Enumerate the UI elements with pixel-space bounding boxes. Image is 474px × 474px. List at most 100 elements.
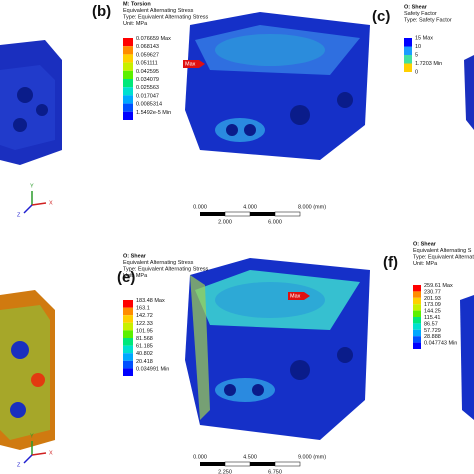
- legend-label: 86.57: [424, 321, 438, 327]
- color-swatch: [123, 300, 133, 308]
- color-swatch: [413, 342, 421, 349]
- axis-z-label: Z: [17, 212, 21, 218]
- legend-label: 28.888: [424, 334, 441, 340]
- axis-y-label: Y: [30, 433, 34, 439]
- legend-header: Type: Equivalent Alternating Stress: [123, 14, 209, 20]
- legend-label: 0.059627: [136, 52, 159, 58]
- legend-label: 144.25: [424, 309, 441, 315]
- scale-seg: [250, 462, 275, 466]
- axis-x: [31, 452, 47, 456]
- color-swatch: [413, 317, 421, 324]
- scale-seg: [224, 461, 251, 467]
- scale-seg: [200, 462, 225, 466]
- legend-label: 122.33: [136, 321, 153, 327]
- color-swatch: [123, 368, 133, 376]
- legend-label: 0.034079: [136, 77, 159, 83]
- legend-label: 0: [415, 69, 418, 75]
- color-swatch: [123, 330, 133, 338]
- scale-seg: [250, 212, 275, 216]
- legend-label: 40.802: [136, 351, 153, 357]
- scale-label: 4.500: [243, 454, 257, 460]
- legend-label: 230.77: [424, 289, 441, 295]
- legend-label: 81.568: [136, 336, 153, 342]
- axis-z: [23, 204, 33, 214]
- axes-triad: Y X Z: [17, 433, 53, 468]
- panel-label: (f): [383, 254, 398, 271]
- marker-tag: [288, 292, 310, 300]
- axis-x: [31, 202, 47, 206]
- scale-label: 0.000: [193, 454, 207, 460]
- legend-header: Equivalent Alternating S: [413, 248, 472, 254]
- legend-label: 1.5492e-5 Min: [136, 110, 171, 116]
- color-swatch: [413, 304, 421, 311]
- color-swatch: [413, 310, 421, 317]
- legend-header: Unit: MPa: [413, 261, 438, 267]
- marker-text: Max: [290, 293, 301, 299]
- scale-label: 0.000: [193, 204, 207, 210]
- color-swatch: [413, 285, 421, 292]
- marker-tag: [183, 60, 205, 68]
- color-swatch: [413, 297, 421, 305]
- axis-x-label: X: [49, 200, 53, 206]
- legend-label: 0.017047: [136, 93, 159, 99]
- color-swatch: [123, 345, 133, 354]
- color-swatch: [123, 111, 133, 120]
- color-swatch: [123, 338, 133, 346]
- scale-label: 2.000: [218, 219, 232, 225]
- legend-label: 0.047743 Min: [424, 341, 457, 347]
- scale-label: 6.000: [268, 219, 282, 225]
- legend-label: 20.418: [136, 359, 153, 365]
- axis-y-label: Y: [30, 183, 34, 189]
- color-swatch: [123, 307, 133, 316]
- legend-label: 0.025563: [136, 85, 159, 91]
- legend-header: O: Shear: [413, 241, 437, 247]
- scale-bar: 0.000 4.500 9.000 (mm) 2.250 6.750: [193, 454, 326, 474]
- scale-label: 2.250: [218, 469, 232, 474]
- legend-label: 0.0085314: [136, 102, 162, 108]
- legend-label: 173.09: [424, 302, 441, 308]
- color-swatch: [123, 38, 133, 47]
- scale-label: 4.000: [243, 204, 257, 210]
- legend-header: Type: Equivalent Alternating Stress: [123, 266, 209, 272]
- scale-bar: 0.000 4.000 8.000 (mm) 2.000 6.000: [193, 204, 326, 225]
- legend-header: Type: Equivalent Alternating S: [413, 254, 474, 260]
- color-swatch: [404, 63, 412, 72]
- legend-label: 259.61 Max: [424, 283, 453, 289]
- legend-header: Safety Factor: [404, 11, 437, 17]
- panel-label: (c): [372, 8, 390, 25]
- color-swatch: [123, 353, 133, 361]
- panel-label: (e): [117, 269, 135, 286]
- axis-z-label: Z: [17, 462, 21, 468]
- axis-z: [23, 454, 33, 464]
- legend-label: 57.729: [424, 328, 441, 334]
- color-swatch: [123, 315, 133, 323]
- panel-label: (b): [92, 3, 111, 20]
- color-swatch: [123, 46, 133, 55]
- legend-header: M: Torsion: [123, 1, 151, 7]
- legend-label: 201.93: [424, 296, 441, 302]
- color-swatch: [404, 46, 412, 55]
- legend-header: Equivalent Alternating Stress: [123, 8, 194, 14]
- scale-seg: [200, 212, 225, 216]
- marker-text: Max: [185, 61, 196, 67]
- model-c-edge: [464, 55, 474, 130]
- color-swatch: [123, 70, 133, 79]
- legend-label: 0.042595: [136, 69, 159, 75]
- legend-label: 115.41: [424, 315, 440, 321]
- scale-label: 8.000 (mm): [298, 204, 326, 210]
- legend-label: 0.034991 Min: [136, 366, 169, 372]
- left-model-top: [0, 40, 62, 165]
- legend-label: 5: [415, 52, 418, 58]
- scale-seg: [274, 461, 301, 467]
- legend-label: 10: [415, 44, 421, 50]
- model-e: [185, 258, 370, 440]
- legend-header: O: Shear: [404, 4, 428, 10]
- legend-header: Equivalent Alternating Stress: [123, 260, 194, 266]
- color-swatch: [123, 79, 133, 88]
- scale-label: 9.000 (mm): [298, 454, 326, 460]
- legend-label: 0.076659 Max: [136, 36, 171, 42]
- legend-label: 0.068143: [136, 44, 159, 50]
- legend-header: Unit: MPa: [123, 21, 148, 27]
- color-swatch: [413, 291, 421, 298]
- color-swatch: [123, 322, 133, 331]
